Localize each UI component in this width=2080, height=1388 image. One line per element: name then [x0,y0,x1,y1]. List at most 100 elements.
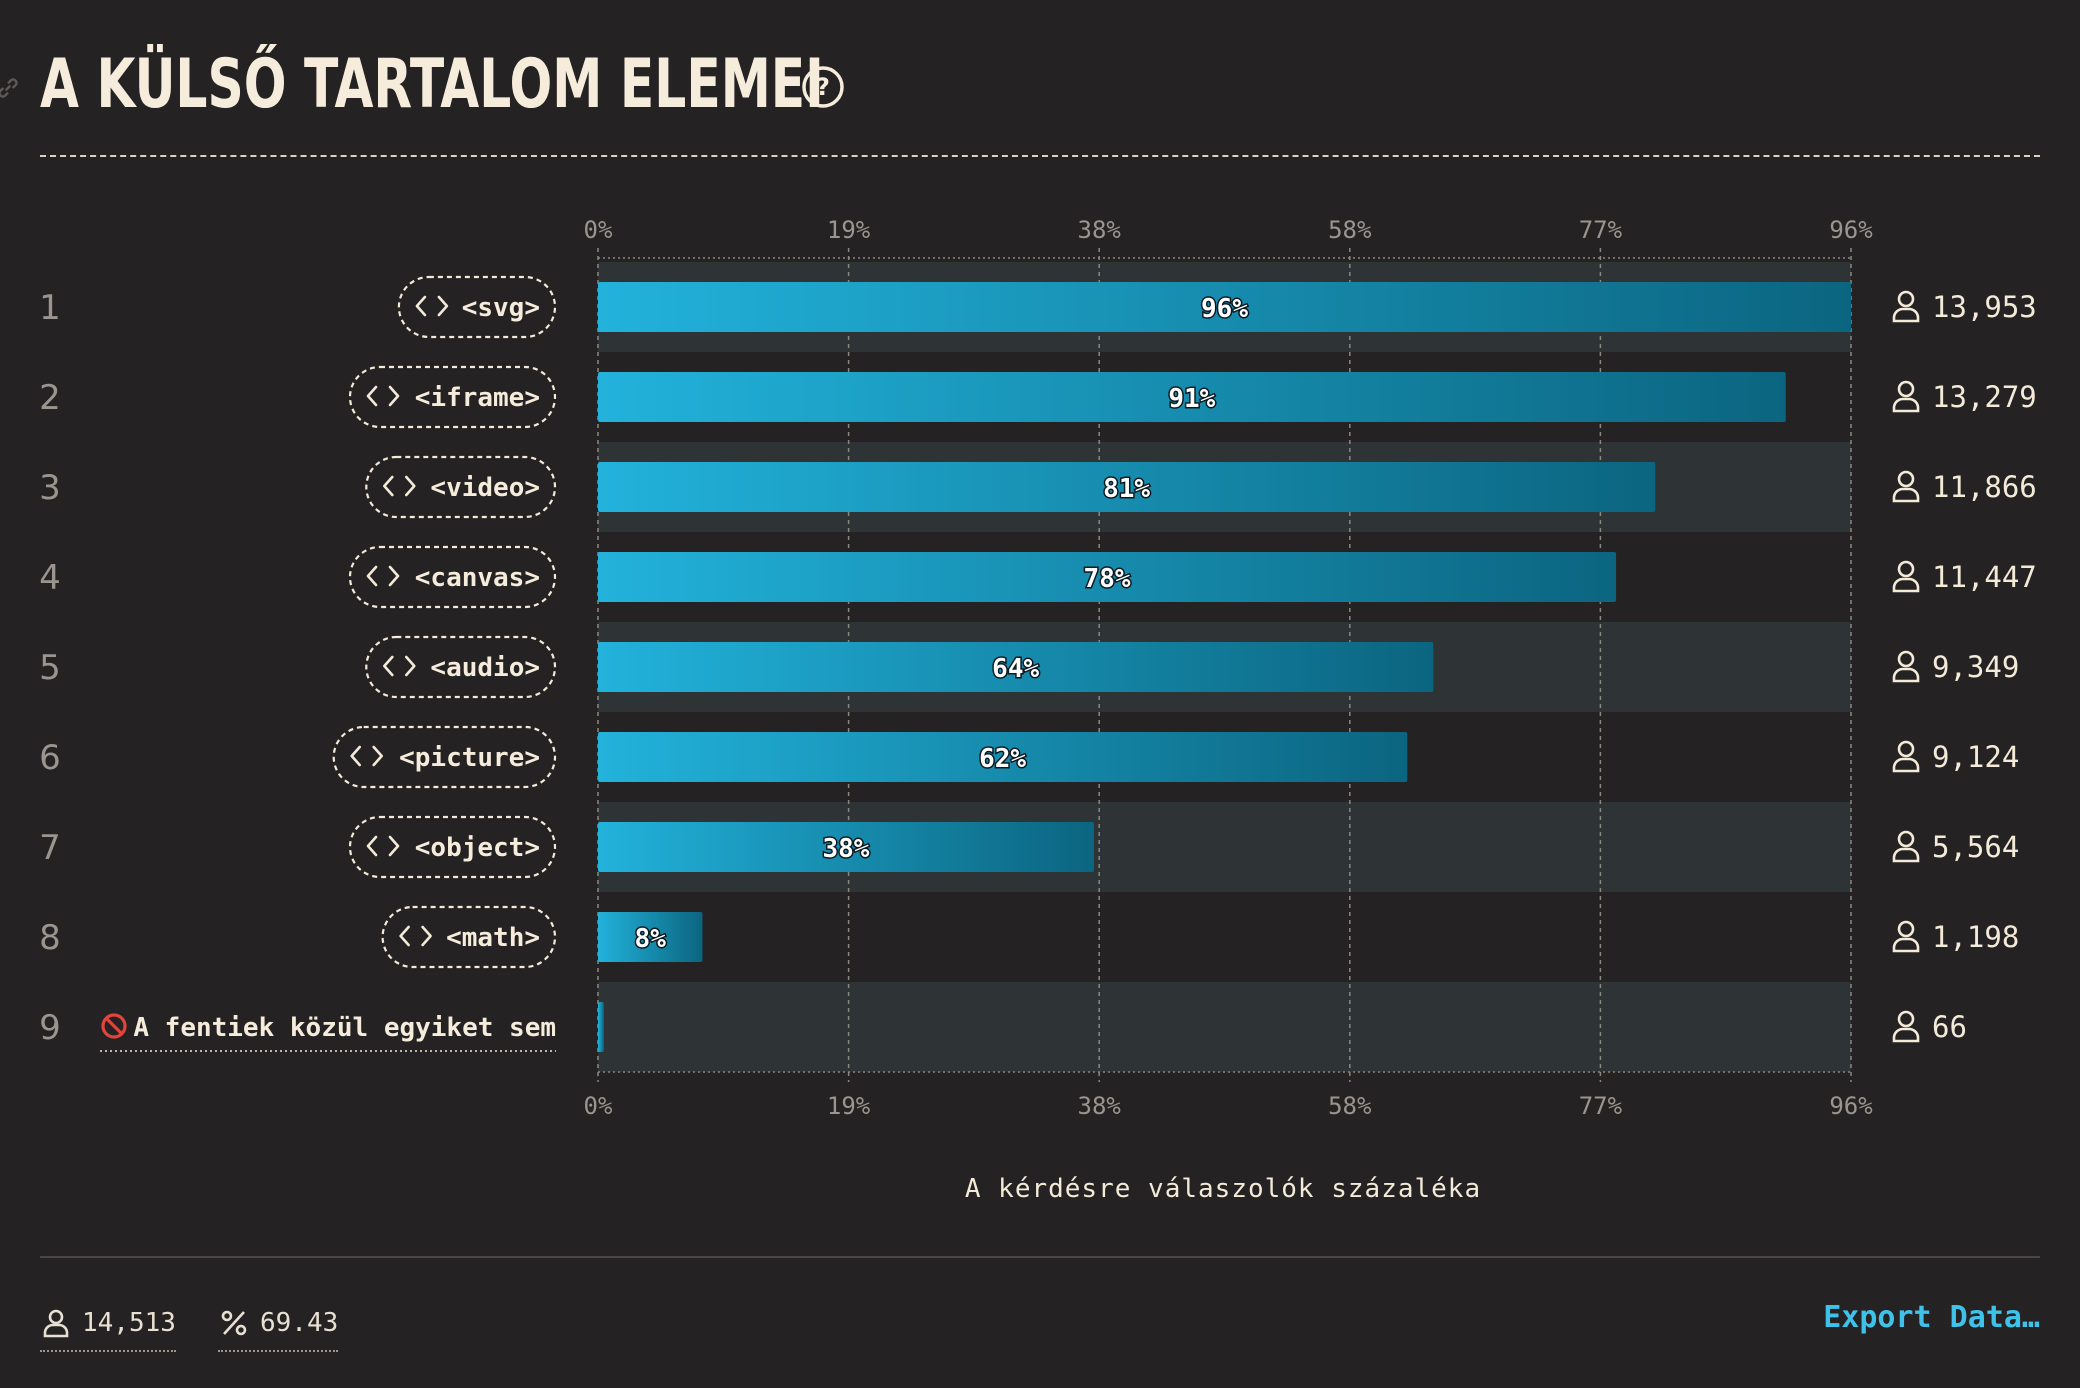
user-icon [1897,650,1915,668]
bar-value-label: 96% [1201,294,1248,324]
percent-value: 69.43 [260,1308,339,1338]
bar[interactable] [598,912,703,962]
bar-value-label: 81% [1103,474,1150,504]
rank-number: 9 [39,1008,61,1048]
item-label: <svg> [462,293,540,323]
tag-outline [348,365,557,429]
rank-number: 1 [39,288,61,328]
count-value: 11,447 [1932,560,2037,594]
tag-outline [381,905,557,969]
row-band [598,982,1851,1072]
export-data-link[interactable]: Export Data… [1823,1300,2040,1335]
respondents-count: 14,513 [82,1308,176,1338]
respondent-count: 9,349 [1892,650,2019,684]
x-tick-label-top: 38% [1078,216,1122,244]
bar[interactable] [598,282,1851,332]
item-label: <iframe> [415,383,540,413]
item-tag-button[interactable]: <math> [381,905,557,969]
none-option-label[interactable]: A fentiek közül egyiket sem [100,1013,556,1052]
item-tag-button[interactable]: <iframe> [348,365,557,429]
count-value: 13,953 [1932,290,2037,324]
tag-outline [332,725,557,789]
user-icon [1897,290,1915,308]
user-icon [1897,740,1915,758]
user-icon [1897,560,1915,578]
tag-outline [365,635,557,699]
rank-number: 6 [39,738,61,778]
bar[interactable] [598,1002,604,1052]
x-tick-label-top: 96% [1829,216,1873,244]
chart-row: 1 <svg> 96% 13,953 [39,275,2037,339]
x-tick-label-bottom: 19% [827,1092,871,1120]
link-icon[interactable] [0,74,22,102]
rank-number: 8 [39,918,61,958]
x-tick-label-top: 77% [1579,216,1623,244]
x-tick-label-bottom: 0% [584,1092,613,1120]
item-label: <object> [415,833,540,863]
item-tag-button[interactable]: <object> [348,815,557,879]
respondent-count: 5,564 [1892,830,2019,864]
code-brackets-icon [383,655,416,677]
item-label: <canvas> [415,563,540,593]
svg-text:?: ? [816,73,830,101]
bar-value-label: 38% [823,834,870,864]
user-icon [1897,1010,1915,1028]
code-brackets-icon [366,385,400,407]
respondent-count: 11,447 [1892,560,2037,594]
respondent-count: 13,279 [1892,380,2037,414]
chart-row: 4 <canvas> 78% 11,447 [39,545,2037,609]
user-icon [1897,920,1915,938]
tag-outline [397,275,557,339]
respondent-count: 1,198 [1892,920,2019,954]
chart-row: 3 <video> 81% 11,866 [39,455,2037,519]
code-brackets-icon [399,925,432,947]
x-tick-label-bottom: 58% [1328,1092,1372,1120]
bar[interactable] [598,372,1786,422]
respondents-stat[interactable]: 14,513 [40,1300,176,1352]
percent-icon [221,1310,247,1336]
item-tag-button[interactable]: <video> [365,455,557,519]
footer-divider [40,1256,2040,1258]
item-tag-button[interactable]: <audio> [365,635,557,699]
respondent-count: 11,866 [1892,470,2037,504]
bar[interactable] [598,642,1434,692]
help-icon[interactable]: ? [800,64,846,110]
x-tick-label-bottom: 96% [1829,1092,1873,1120]
rank-number: 2 [39,378,61,418]
bar-value-label: 8% [635,924,667,954]
chart-row: 2 <iframe> 91% 13,279 [39,365,2037,429]
x-tick-label-top: 19% [827,216,871,244]
count-value: 5,564 [1932,830,2019,864]
chart-row: 8 <math> 8% 1,198 [39,905,2019,969]
item-label: <picture> [399,743,540,773]
item-label: <audio> [430,653,540,683]
code-brackets-icon [366,565,400,587]
item-tag-button[interactable]: <canvas> [348,545,557,609]
bar-value-label: 91% [1168,384,1215,414]
page-title: A KÜLSŐ TARTALOM ELEMEI [40,45,824,124]
user-icon [1897,830,1915,848]
user-icon [1897,470,1915,488]
bar[interactable] [598,732,1408,782]
no-entry-icon [101,1013,127,1039]
bar[interactable] [598,822,1094,872]
count-value: 13,279 [1932,380,2037,414]
title-divider [40,155,2040,157]
respondent-count: 13,953 [1892,290,2037,324]
bar[interactable] [598,462,1656,512]
bar-chart: 0%0%19%19%38%38%58%58%77%77%96%96% 1 <svg… [39,216,2037,1120]
item-label: <math> [446,923,540,953]
x-tick-label-top: 58% [1328,216,1372,244]
item-tag-button[interactable]: <svg> [397,275,557,339]
item-label: <video> [430,473,540,503]
percent-stat[interactable]: 69.43 [218,1300,339,1352]
item-tag-button[interactable]: <picture> [332,725,557,789]
rank-number: 3 [39,468,61,508]
x-tick-label-bottom: 38% [1078,1092,1122,1120]
bar[interactable] [598,552,1617,602]
item-label: A fentiek közül egyiket sem [133,1013,556,1043]
chart-row: 5 <audio> 64% 9,349 [39,635,2019,699]
respondent-count: 9,124 [1892,740,2019,774]
tag-outline [348,815,557,879]
chart-row: 9 A fentiek közül egyiket sem 66 [39,1002,1967,1052]
